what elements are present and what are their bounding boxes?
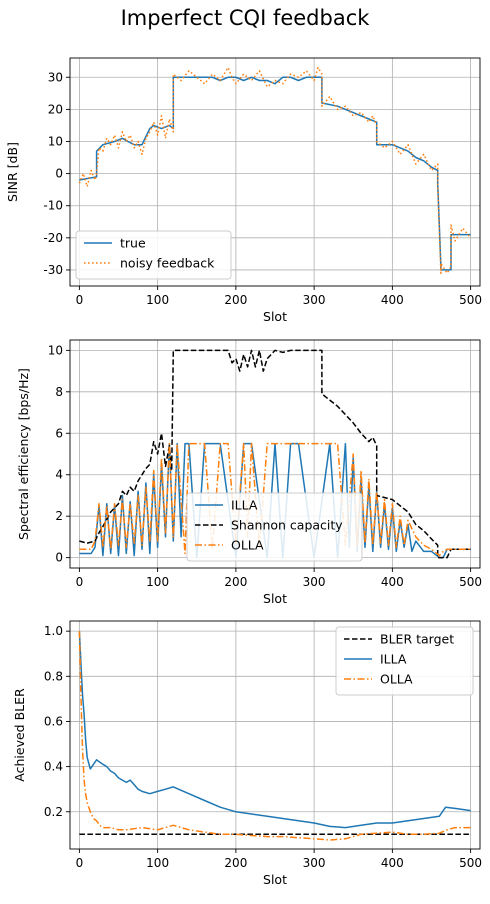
y-tick-label: 10 <box>48 134 63 148</box>
x-tick-label: 100 <box>146 293 169 307</box>
y-tick-label: 0.2 <box>44 805 63 819</box>
axes-frame <box>69 57 481 287</box>
legend-label: ILLA <box>231 498 258 513</box>
series-line-2 <box>79 349 471 559</box>
x-tick-label: 500 <box>459 293 482 307</box>
y-tick-label: 20 <box>48 102 63 116</box>
subplot-stack: 0 100 200 300 400 500-30-20-100102030SlotSINR… <box>5 57 482 887</box>
y-axis-label: Spectral efficiency [bps/Hz] <box>16 368 31 540</box>
subplot-2: 0 100 200 300 400 500 0 2 4 6 8 10 Slot Spectral effi… <box>16 339 482 606</box>
y-tick-label: 10 <box>48 343 63 357</box>
y-tick-label: -30 <box>43 263 63 277</box>
legend-box <box>335 626 474 696</box>
y-tick-label: 6 <box>55 426 63 440</box>
x-tick-label: 400 <box>381 856 404 870</box>
x-axis-label: Slot <box>263 309 287 324</box>
y-tick-label: 30 <box>48 70 63 84</box>
y-tick-label: 8 <box>55 385 63 399</box>
legend-label: ILLA <box>380 652 407 667</box>
figure-title: Imperfect CQI feedback <box>121 6 371 30</box>
x-axis-label: Slot <box>263 872 287 887</box>
y-tick-label: 0.8 <box>44 669 63 683</box>
series-line-2 <box>78 66 472 274</box>
legend: BLER target ILLA OLLA <box>335 626 474 696</box>
x-tick-label: 400 <box>381 293 404 307</box>
y-tick-label: 1.0 <box>44 624 63 638</box>
legend-label: Shannon capacity <box>231 518 343 533</box>
legend-label: true <box>120 236 146 251</box>
legend-label: BLER target <box>380 632 454 647</box>
x-tick-label: 0 <box>76 575 84 589</box>
legend: true noisy feedback <box>75 230 232 280</box>
subplot-1: 0 100 200 300 400 500 -30 -20 -10 0 10 20 30 Slot SINR… <box>5 57 482 324</box>
x-tick-label: 200 <box>224 293 247 307</box>
y-axis-label: Achieved BLER <box>12 688 27 782</box>
series-line-3 <box>78 631 471 841</box>
legend-label: OLLA <box>231 538 264 553</box>
x-tick-label: 300 <box>303 575 326 589</box>
y-tick-label: -20 <box>43 231 63 245</box>
x-tick-label: 100 <box>146 575 169 589</box>
x-tick-label: 300 <box>303 293 326 307</box>
y-tick-label: 2 <box>55 509 63 523</box>
x-tick-label: 400 <box>381 575 404 589</box>
series-line-2 <box>78 631 471 829</box>
x-tick-label: 200 <box>224 575 247 589</box>
x-tick-label: 300 <box>303 856 326 870</box>
x-tick-label: 200 <box>224 856 247 870</box>
y-tick-label: 0 <box>55 167 63 181</box>
legend-box <box>75 230 232 280</box>
x-axis-label: Slot <box>263 591 287 606</box>
x-tick-label: 0 <box>76 293 84 307</box>
axes-frame <box>69 339 481 569</box>
subplot-3: 0 100 200 300 400 500 0.2 0.4 0.6 0.8 1.0 Slot Achie… <box>12 620 482 887</box>
legend-label: noisy feedback <box>120 256 215 271</box>
series-line-1 <box>79 76 471 271</box>
x-tick-label: 100 <box>146 856 169 870</box>
y-tick-label: 0.4 <box>44 760 63 774</box>
legend: ILLA Shannon capacity OLLA <box>186 492 363 562</box>
y-tick-label: 4 <box>55 468 63 482</box>
x-tick-label: 0 <box>76 856 84 870</box>
y-tick-label: 0.6 <box>44 714 63 728</box>
axes-frame <box>69 620 481 850</box>
y-tick-label: -10 <box>43 199 63 213</box>
y-tick-label: 0 <box>55 551 63 565</box>
x-tick-label: 500 <box>459 575 482 589</box>
y-axis-label: SINR [dB] <box>5 142 20 202</box>
legend-box <box>186 492 363 562</box>
legend-label: OLLA <box>380 672 413 687</box>
x-tick-label: 500 <box>459 856 482 870</box>
